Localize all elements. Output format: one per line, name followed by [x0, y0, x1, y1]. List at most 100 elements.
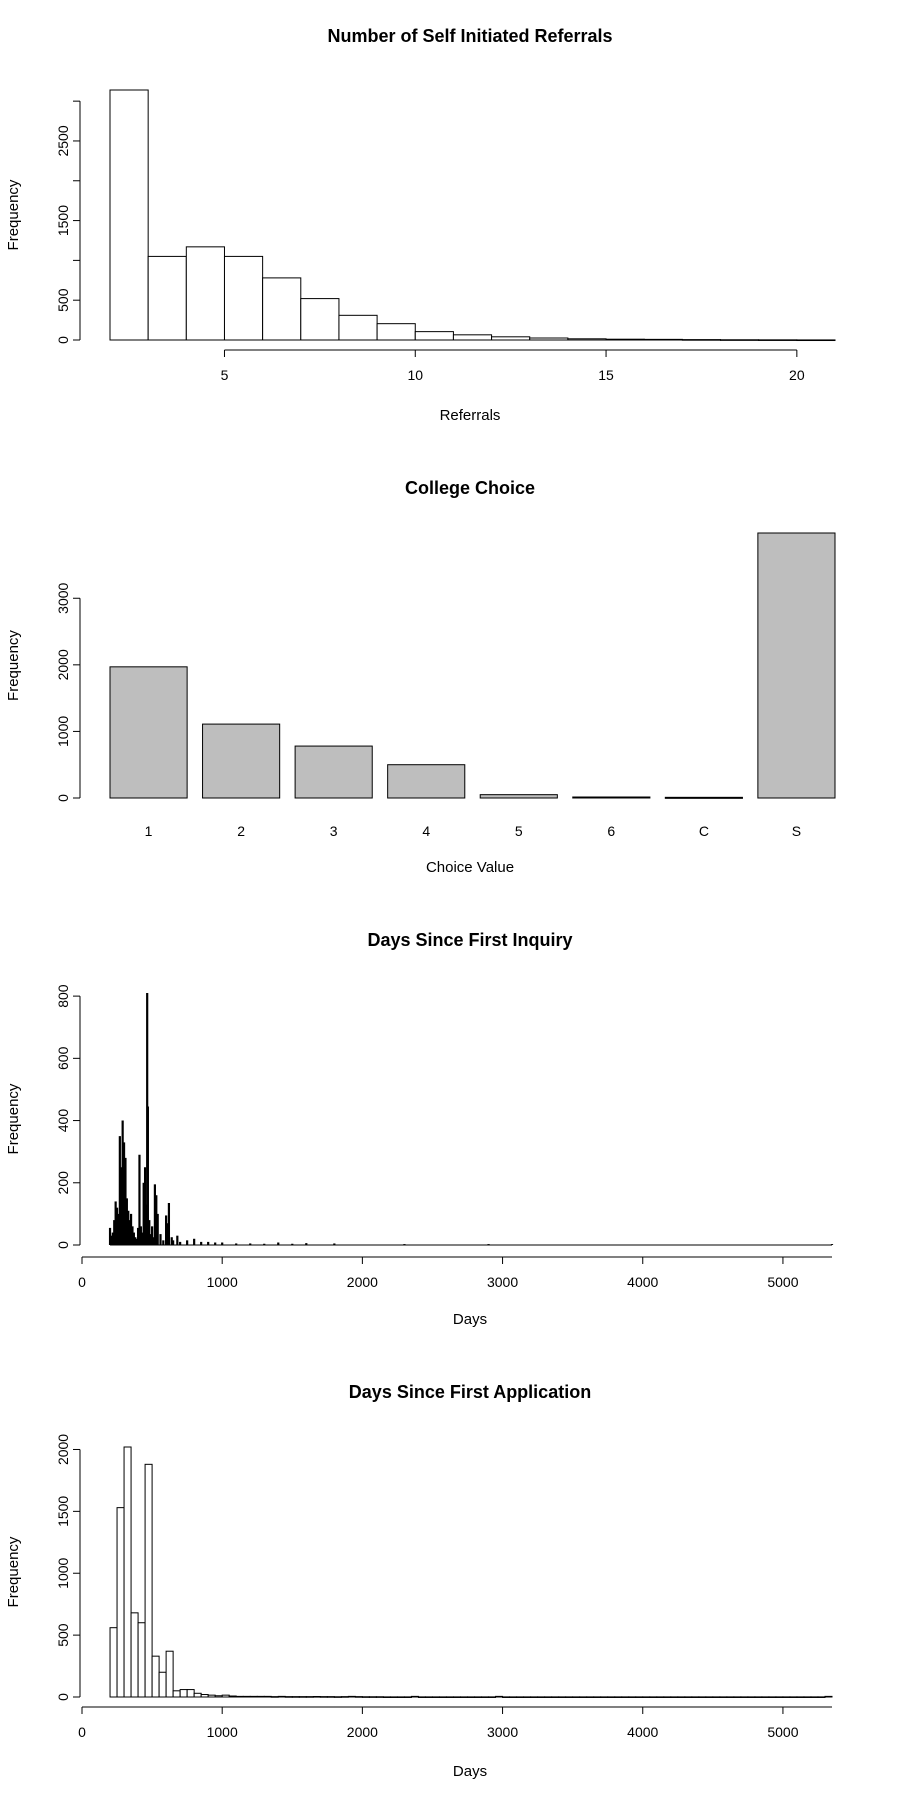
histogram-bar — [424, 1696, 433, 1698]
histogram-bar — [361, 1696, 370, 1698]
histogram-bar — [775, 1696, 784, 1698]
y-tick-label: 400 — [55, 1109, 71, 1133]
histogram-bar — [572, 1696, 581, 1698]
x-tick-label: 4000 — [627, 1274, 658, 1290]
y-tick-label: 0 — [55, 1693, 71, 1701]
chart-title: Days Since First Application — [349, 1382, 591, 1402]
histogram-bar — [698, 1696, 707, 1698]
histogram-bar — [298, 1696, 307, 1698]
bar-S — [757, 532, 836, 799]
bar-1 — [109, 666, 188, 799]
histogram-bar — [684, 1696, 693, 1698]
histogram-bar — [537, 1696, 546, 1698]
histogram-bar — [817, 1696, 826, 1698]
histogram-bar — [375, 1696, 384, 1698]
histogram-bar — [628, 1696, 637, 1698]
x-tick-label: 10 — [407, 367, 423, 383]
x-tick-label: 3000 — [487, 1274, 518, 1290]
histogram-bar — [551, 1696, 560, 1698]
histogram-bar — [214, 1695, 223, 1698]
histogram-bar — [186, 1689, 195, 1698]
histogram-bar — [431, 1696, 440, 1698]
x-tick-label: 15 — [598, 367, 614, 383]
histogram-bar — [109, 1627, 118, 1698]
histogram-bar — [130, 1612, 139, 1698]
bar-2 — [202, 723, 281, 799]
histogram-bar — [782, 1696, 791, 1698]
histogram-bar — [586, 1696, 595, 1698]
histogram-bar — [277, 1695, 286, 1698]
x-tick-label: 3000 — [487, 1724, 518, 1740]
histogram-bar — [567, 338, 607, 341]
histogram-bar — [530, 1696, 539, 1698]
histogram-bar — [445, 1696, 454, 1698]
bar-5 — [479, 794, 558, 799]
y-axis-label: Frequency — [5, 1536, 22, 1607]
histogram-bar — [389, 1696, 398, 1698]
x-tick-label: 5000 — [767, 1274, 798, 1290]
histogram-bar — [228, 1695, 237, 1698]
histogram-bar — [516, 1696, 525, 1698]
histogram-bar — [649, 1696, 658, 1698]
histogram-bar — [312, 1696, 321, 1698]
histogram-bar — [354, 1696, 363, 1698]
histogram-bar — [414, 331, 454, 341]
histogram-bar — [605, 338, 645, 341]
histogram-bar — [719, 1696, 728, 1698]
histogram-bar — [438, 1696, 447, 1698]
chart-title: Number of Self Initiated Referrals — [327, 26, 612, 46]
histogram-bar — [410, 1695, 419, 1698]
histogram-bar — [720, 339, 760, 341]
histogram-bar — [179, 1689, 188, 1698]
histogram-bar — [789, 1696, 798, 1698]
y-tick-label: 1000 — [55, 1557, 71, 1588]
histogram-bar — [193, 1692, 202, 1698]
histogram-bar — [768, 1696, 777, 1698]
y-tick-label: 500 — [55, 1623, 71, 1647]
histogram-bar — [529, 337, 569, 341]
histogram-bar — [326, 1696, 335, 1698]
histogram-bar — [593, 1696, 602, 1698]
histogram-bar — [223, 255, 264, 341]
chart-panel-2: College Choice Choice Value Frequency 0 1000… — [5, 478, 836, 876]
histogram-bar — [677, 1696, 686, 1698]
histogram-bar — [165, 1650, 174, 1698]
histogram-bar — [109, 89, 149, 341]
x-tick-label: 0 — [78, 1724, 86, 1740]
histogram-bar — [747, 1696, 756, 1698]
histogram-bar — [249, 1695, 258, 1698]
y-tick-label: 1500 — [55, 205, 71, 236]
histogram-bar — [172, 1690, 181, 1698]
x-tick-label: 1000 — [207, 1724, 238, 1740]
histogram-bar — [151, 1655, 160, 1698]
histogram-bar — [137, 1622, 146, 1698]
bar-3 — [294, 745, 373, 799]
y-axis-label: Frequency — [5, 179, 22, 250]
histogram-bar — [300, 298, 340, 341]
bar-4 — [387, 764, 466, 799]
histogram-bar — [558, 1696, 567, 1698]
histogram-bar — [509, 1696, 518, 1698]
histogram-bar — [270, 1696, 279, 1698]
histogram-bar — [754, 1696, 763, 1698]
histogram-bar — [621, 1696, 630, 1698]
y-tick-label: 2500 — [55, 125, 71, 156]
y-axis-label: Frequency — [5, 630, 22, 701]
histogram-bar — [600, 1696, 609, 1698]
histogram-bar — [810, 1696, 819, 1698]
histogram-bar — [733, 1696, 742, 1698]
x-tick-label: 2000 — [347, 1724, 378, 1740]
histogram-bar — [663, 1696, 672, 1698]
histogram-bar — [452, 1696, 462, 1698]
histogram-bar — [460, 1696, 469, 1698]
histogram-bar — [284, 1696, 293, 1698]
histogram-bar — [643, 338, 683, 341]
histogram-bar — [207, 1694, 216, 1698]
chart-panel-1: Number of Self Initiated Referrals Referr… — [5, 26, 836, 424]
y-tick-label: 200 — [55, 1171, 71, 1195]
histogram-bar — [481, 1696, 490, 1698]
histogram-bar — [565, 1696, 574, 1698]
histogram-bar — [256, 1695, 265, 1698]
x-axis-label: Days — [453, 1311, 487, 1328]
